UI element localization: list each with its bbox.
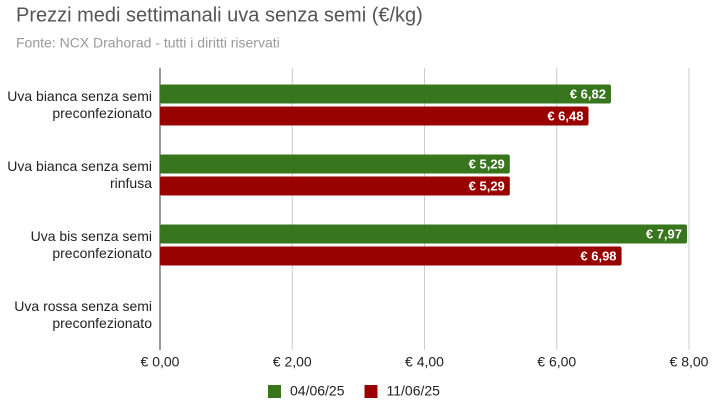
y-tick-label: Uva bianca senza semi preconfezionato	[7, 88, 152, 121]
legend-label: 11/06/25	[387, 383, 441, 399]
legend-swatch	[268, 385, 281, 398]
value-label: € 6,98	[580, 248, 616, 263]
chart-subtitle: Fonte: NCX Drahorad - tutti i diritti ri…	[16, 35, 280, 51]
y-tick-label: Uva bianca senza semi rinfusa	[7, 158, 152, 191]
chart-title: Prezzi medi settimanali uva senza semi (…	[16, 4, 423, 26]
bar	[160, 106, 589, 126]
category-label-box: Uva bianca senza semi rinfusa	[7, 158, 152, 191]
category-label-box: Uva bianca senza semi preconfezionato	[7, 88, 152, 121]
bar	[160, 154, 510, 174]
value-label: € 6,48	[547, 108, 583, 123]
category-label-box: Uva rossa senza semi preconfezionato	[14, 298, 152, 331]
y-tick-label: Uva bis senza semi preconfezionato	[30, 228, 152, 261]
x-tick-label: € 2,00	[273, 354, 312, 370]
x-tick-label: € 6,00	[537, 354, 576, 370]
value-label: € 5,29	[469, 178, 505, 193]
legend-label: 04/06/25	[290, 383, 345, 399]
bar	[160, 246, 622, 266]
value-label: € 7,97	[646, 226, 682, 241]
bar	[160, 84, 611, 104]
value-label: € 5,29	[469, 156, 505, 171]
category-label-box: Uva bis senza semi preconfezionato	[30, 228, 152, 261]
value-label: € 6,82	[570, 86, 606, 101]
legend-swatch	[364, 385, 378, 398]
bar	[160, 224, 688, 244]
y-tick-label: Uva rossa senza semi preconfezionato	[14, 298, 152, 331]
x-tick-label: € 8,00	[670, 354, 709, 370]
bar	[160, 176, 510, 196]
x-tick-label: € 4,00	[405, 354, 444, 370]
x-tick-label: € 0,00	[141, 354, 180, 370]
